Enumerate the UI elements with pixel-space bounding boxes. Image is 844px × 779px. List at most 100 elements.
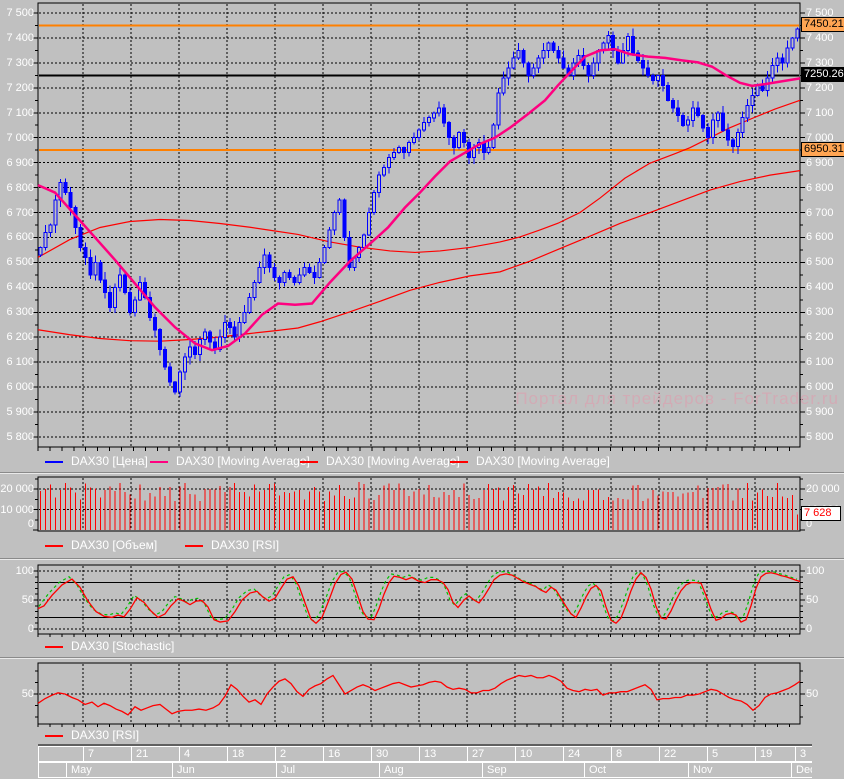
series-label: DAX30 [RSI] [211,538,280,552]
rsi-axis-label: 50 [21,688,34,700]
price-axis-label: 5 800 [806,430,834,443]
month-cell: Nov [688,762,791,778]
price-axis-label: 7 100 [806,106,834,119]
date-tick-cell: 2 [275,746,323,762]
price-axis-label: 6 400 [6,281,34,294]
price-axis-label: 7 300 [6,56,34,69]
stochastic-axis-label: 100 [15,565,34,577]
volume-axis-label: 0 [806,518,813,530]
volume-axis-label: 10 000 [0,503,34,516]
date-tick-cell: 10 [515,746,563,762]
panel-separator [0,657,844,659]
date-tick-cell: 4 [179,746,227,762]
volume-axis-label: 0 [27,518,34,530]
price-axis-label: 6 100 [806,356,834,369]
series-label: DAX30 [Объем] [71,538,158,552]
stochastic-axis-label: 50 [21,594,34,606]
price-axis-label: 5 900 [806,406,834,419]
series-label: DAX30 [Moving Average] [326,454,460,468]
series-color-marker [45,545,63,547]
date-tick-cell: 21 [131,746,179,762]
month-cell: Jul [276,762,379,778]
month-cell: Sep [482,762,584,778]
series-label: DAX30 [Цена] [71,454,148,468]
panel-separator [0,472,844,474]
price-axis-label: 6 000 [806,381,834,394]
price-axis-label: 6 600 [6,231,34,244]
month-cell: Oct [584,762,688,778]
price-axis-label: 6 400 [806,281,834,294]
price-axis-label: 7 400 [806,31,834,44]
price-axis-label: 7 200 [6,81,34,94]
month-cell: Dec [791,762,812,778]
price-axis-label: 6 200 [806,331,834,344]
series-label: DAX30 [RSI] [71,728,140,742]
stochastic-axis-label: 100 [806,565,825,577]
price-axis-label: 6 600 [806,231,834,244]
price-axis-label: 6 900 [6,156,34,169]
date-tick-cell: 7 [83,746,131,762]
price-axis-label: 5 800 [6,430,34,443]
series-label: DAX30 [Moving Average] [476,454,610,468]
rsi-axis-label: 50 [806,688,819,700]
volume-value-badge: 7 628 [801,506,841,522]
series-label: DAX30 [Moving Average] [176,454,310,468]
price-axis-label: 7 200 [806,81,834,94]
stochastic-axis-label: 0 [27,623,34,635]
price-axis-label: 6 700 [6,206,34,219]
stochastic-axis-label: 50 [806,594,819,606]
series-color-marker [45,735,63,737]
date-tick-cell: 27 [467,746,515,762]
price-axis-label: 6 800 [806,181,834,194]
price-alert-badge: 7450.21 [801,17,844,33]
price-axis-label: 6 300 [6,306,34,319]
volume-axis-label: 20 000 [806,483,840,495]
series-label: DAX30 [Stochastic] [71,639,175,653]
price-axis-label: 7 500 [6,7,34,19]
panel-separator [0,558,844,560]
date-tick-cell: 13 [419,746,467,762]
price-axis-label: 7 400 [6,31,34,44]
price-axis-label: 7 000 [6,131,34,144]
date-tick-cell: 24 [563,746,611,762]
date-tick-cell: 16 [323,746,371,762]
price-axis-label: 6 000 [6,381,34,394]
price-axis-label: 7 300 [806,56,834,69]
watermark: Портал для трейдеров - ForTrader.ru [515,389,839,408]
price-axis-label: 7 500 [806,7,834,19]
price-axis-label: 6 700 [806,206,834,219]
price-axis-label: 6 500 [6,256,34,269]
series-color-marker [450,461,468,463]
last-price-badge: 7250.26 [801,67,844,83]
date-tick-cell [38,746,83,762]
month-cell: Jun [172,762,276,778]
series-color-marker [45,461,63,463]
date-tick-cell: 30 [371,746,419,762]
price-axis-label: 6 800 [6,181,34,194]
stochastic-axis-label: 0 [806,623,813,635]
volume-axis-label: 20 000 [0,483,34,495]
series-color-marker [185,545,203,547]
price-axis-label: 6 500 [806,256,834,269]
price-axis-label: 6 900 [806,156,834,169]
month-cell: Aug [379,762,482,778]
date-tick-cell: 3 [795,746,812,762]
date-tick-cell: 18 [227,746,275,762]
date-tick-cell: 19 [755,746,795,762]
price-axis-label: 7 100 [6,106,34,119]
month-cell [38,762,66,778]
price-axis-label: 5 900 [6,406,34,419]
price-axis-label: 6 200 [6,331,34,344]
price-alert-badge: 6950.31 [801,142,844,158]
date-tick-cell: 5 [707,746,755,762]
month-cell: May [66,762,172,778]
series-color-marker [150,461,168,463]
date-tick-cell: 8 [611,746,659,762]
series-color-marker [300,461,318,463]
price-axis-label: 6 100 [6,356,34,369]
price-axis-label: 6 300 [806,306,834,319]
date-tick-cell: 22 [659,746,707,762]
price-axis-label: 7 000 [806,131,834,144]
